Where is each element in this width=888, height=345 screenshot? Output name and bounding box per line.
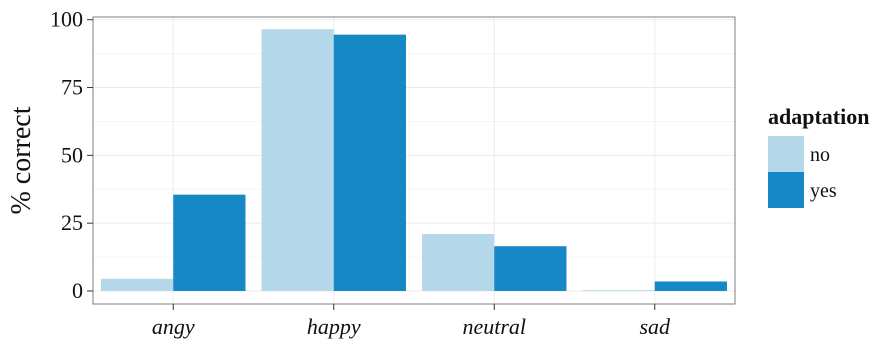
- legend-key-yes: [768, 172, 804, 208]
- legend-title: adaptation: [768, 104, 869, 129]
- x-tick-label-happy: happy: [307, 314, 361, 339]
- y-tick-label: 100: [50, 7, 83, 32]
- legend-label-no: no: [810, 144, 830, 166]
- x-tick-label-neutral: neutral: [462, 314, 526, 339]
- bar-neutral-yes: [494, 246, 567, 291]
- plot-panel-border: [92, 16, 736, 305]
- legend-key-no: [768, 136, 804, 172]
- bars: [101, 29, 727, 291]
- bar-angy-yes: [173, 194, 246, 291]
- legend-label-yes: yes: [810, 180, 837, 202]
- y-axis-title: % correct: [6, 106, 37, 214]
- bar-sad-yes: [654, 281, 727, 291]
- bar-happy-yes: [333, 34, 406, 291]
- x-tick-label-sad: sad: [639, 314, 671, 339]
- x-axis: angy happy neutral sad: [152, 304, 671, 339]
- bar-sad-no: [582, 290, 655, 291]
- bar-neutral-no: [422, 234, 495, 291]
- bar-happy-no: [261, 29, 334, 291]
- y-axis: 0 25 50 75 100: [50, 7, 93, 303]
- y-tick-label: 75: [61, 75, 83, 100]
- legend: adaptation no yes: [768, 104, 869, 208]
- x-tick-label-angy: angy: [152, 314, 195, 339]
- y-tick-label: 25: [61, 210, 83, 235]
- bar-angy-no: [101, 278, 174, 291]
- y-tick-label: 50: [61, 142, 83, 167]
- y-tick-label: 0: [72, 278, 83, 303]
